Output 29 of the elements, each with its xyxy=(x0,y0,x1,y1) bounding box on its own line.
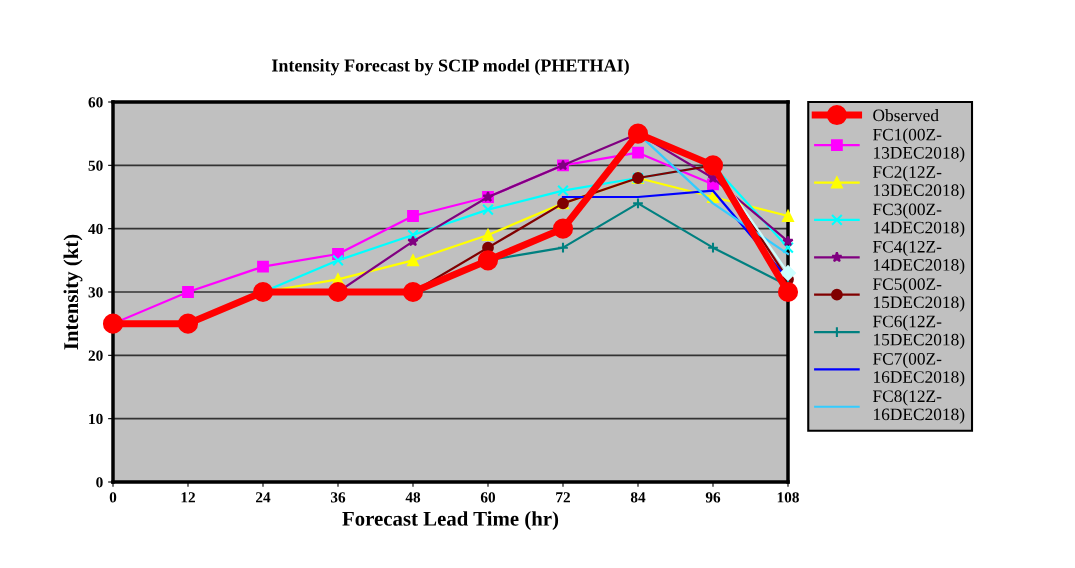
x-tick-label: 60 xyxy=(480,492,496,503)
legend-label: Observed xyxy=(873,109,939,122)
x-tick-label: 48 xyxy=(405,492,421,503)
y-tick-label: 0 xyxy=(96,477,103,488)
y-tick-label: 50 xyxy=(88,160,103,171)
x-tick-label: 72 xyxy=(556,492,570,503)
legend-label: FC1(00Z-13DEC2018) xyxy=(872,128,965,163)
legend-label: FC2(12Z-13DEC2018) xyxy=(872,165,965,200)
y-tick-label: 60 xyxy=(88,97,103,108)
y-tick-label: 20 xyxy=(88,350,103,361)
y-tick-label: 10 xyxy=(89,413,103,425)
legend-label: FC5(00Z-15DEC2018) xyxy=(872,277,965,312)
legend-label: FC8(12Z-16DEC2018) xyxy=(872,389,965,424)
chart-title: Intensity Forecast by SCIP model (PHETHAI) xyxy=(271,58,629,76)
x-tick-label: 84 xyxy=(630,492,646,503)
legend-label: FC6(12Z-15DEC2018) xyxy=(872,315,965,350)
legend-label: FC4(12Z-14DEC2018) xyxy=(872,240,965,275)
x-tick-label: 96 xyxy=(705,492,721,503)
legend-label: FC7(00Z-16DEC2018) xyxy=(872,352,965,387)
x-tick-label: 24 xyxy=(256,492,271,503)
x-axis-title: Forecast Lead Time (hr) xyxy=(342,511,559,531)
legend-label: FC3(00Z-14DEC2018) xyxy=(872,203,965,237)
y-tick-label: 40 xyxy=(88,223,103,235)
x-tick-label: 12 xyxy=(181,492,195,503)
x-tick-label: 108 xyxy=(777,492,799,503)
x-tick-label: 36 xyxy=(330,492,346,503)
x-tick-label: 0 xyxy=(109,492,117,503)
y-tick-label: 30 xyxy=(88,287,103,298)
y-axis-title: Intensity (kt) xyxy=(63,234,83,350)
